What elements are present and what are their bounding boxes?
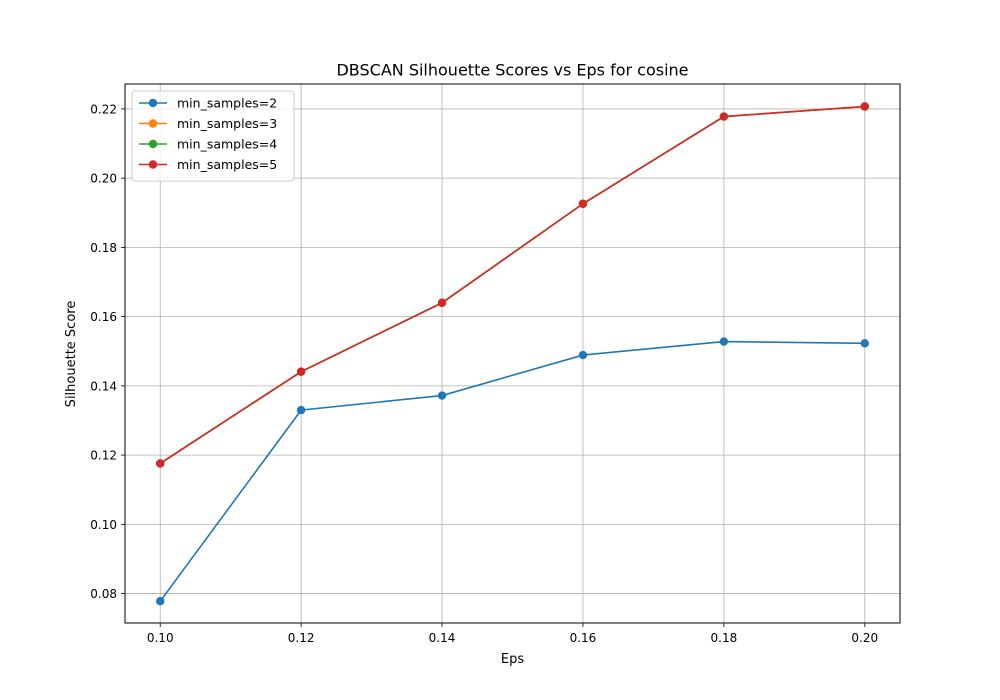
tick-layer: 0.10 0.12 0.14 0.16 0.18 0.20 0.08 0.10 0.12 0.14… — [90, 102, 878, 645]
legend-marker — [148, 139, 158, 149]
data-point — [578, 199, 588, 208]
x-tick-label: 0.10 — [147, 631, 174, 645]
y-tick-label: 0.10 — [90, 518, 117, 532]
x-tick-label: 0.18 — [711, 631, 738, 645]
legend-label: min_samples=4 — [177, 137, 277, 152]
data-point — [860, 339, 869, 348]
legend-marker — [148, 160, 158, 169]
data-point — [156, 459, 165, 468]
data-point — [719, 112, 729, 121]
legend: min_samples=2 min_samples=3 min_samples=4m… — [131, 90, 295, 182]
y-tick-label: 0.18 — [90, 241, 117, 255]
y-tick-label: 0.22 — [90, 102, 117, 116]
plot-frame — [124, 83, 901, 624]
data-point — [578, 350, 588, 360]
series-1 — [156, 337, 869, 606]
x-axis-label: Eps — [501, 652, 524, 667]
x-tick-label: 0.20 — [851, 631, 878, 645]
y-axis-label: Silhouette Score — [64, 301, 79, 408]
legend-label: min_samples=2 — [177, 96, 277, 111]
series-line — [159, 340, 865, 602]
data-point — [156, 596, 165, 606]
x-tick-label: 0.16 — [570, 631, 597, 645]
legend-marker — [148, 98, 158, 108]
y-tick-label: 0.08 — [90, 587, 117, 601]
legend-box — [131, 90, 295, 182]
x-tick-label: 0.14 — [429, 631, 456, 645]
data-point — [296, 405, 306, 415]
legend-label: min_samples=5 — [177, 157, 277, 172]
grid-layer — [125, 84, 900, 623]
series-4 — [156, 102, 869, 468]
chart-title: DBSCAN Silhouette Scores vs Eps for cosi… — [336, 61, 688, 80]
data-point — [719, 337, 729, 346]
data-point — [437, 298, 447, 307]
data-point — [437, 391, 447, 400]
x-tick-label: 0.12 — [288, 631, 315, 645]
legend-label: min_samples=3 — [177, 116, 277, 131]
y-tick-label: 0.14 — [90, 379, 117, 393]
legend-marker — [148, 119, 158, 128]
y-tick-label: 0.12 — [90, 449, 117, 463]
y-tick-label: 0.20 — [90, 172, 117, 186]
series-layer — [156, 102, 869, 606]
data-point — [860, 102, 869, 111]
y-tick-label: 0.16 — [90, 310, 117, 324]
series-line — [159, 105, 865, 465]
data-point — [296, 367, 306, 376]
